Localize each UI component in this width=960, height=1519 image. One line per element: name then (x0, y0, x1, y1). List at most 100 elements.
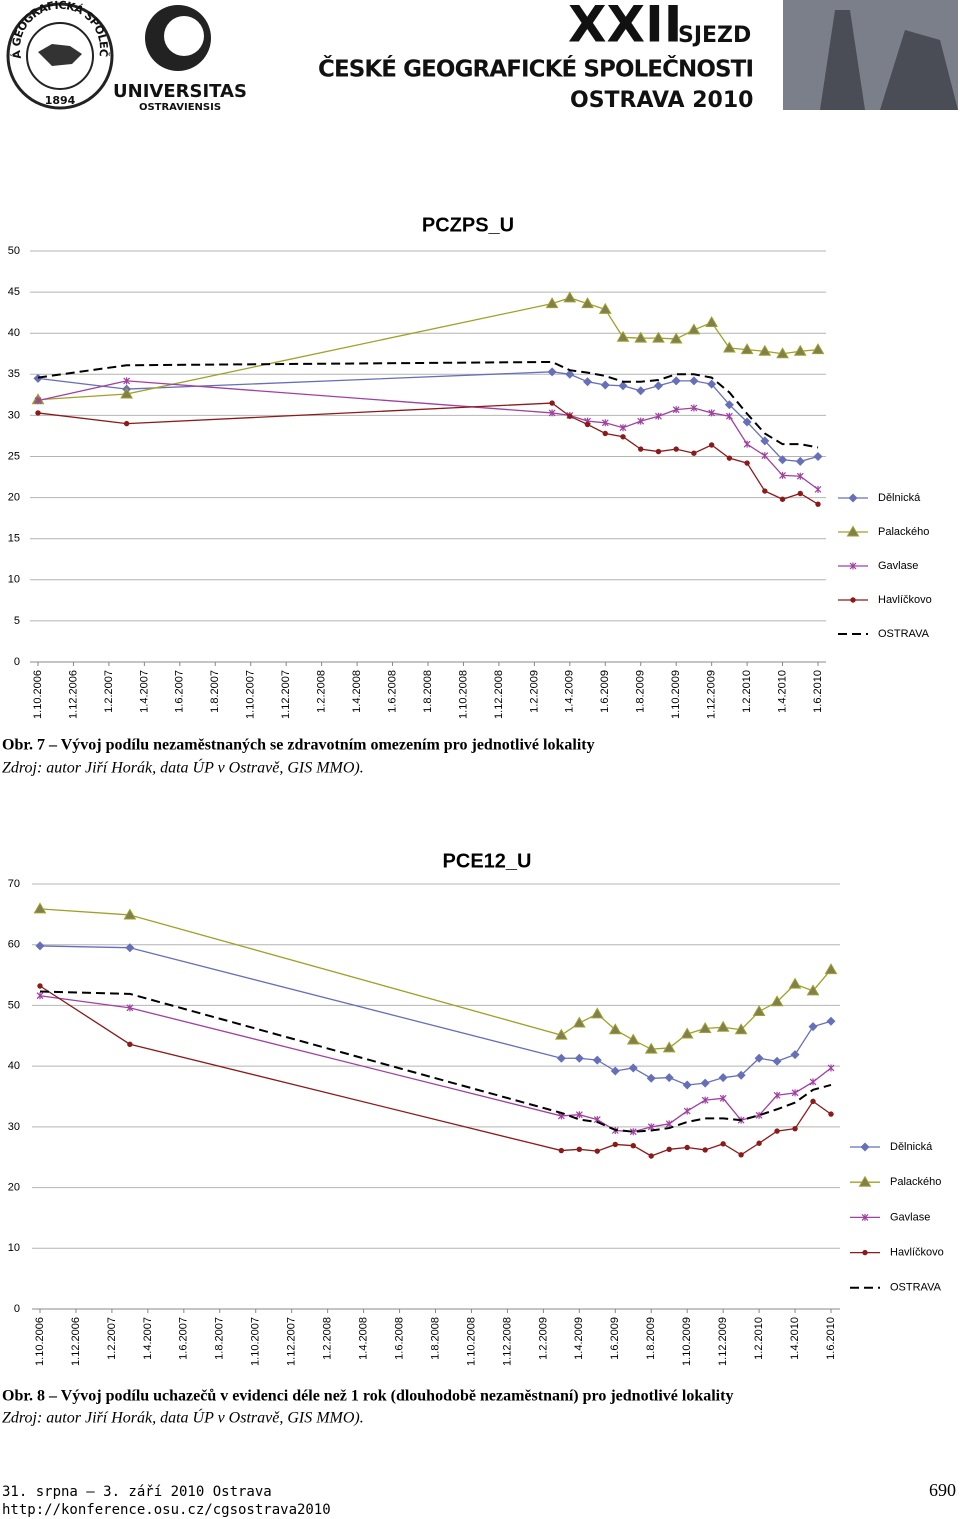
marker (708, 442, 715, 448)
marker (772, 1056, 782, 1066)
y-tick-label: 40 (8, 327, 20, 339)
marker (828, 1111, 834, 1117)
y-tick-label: 5 (14, 615, 20, 627)
marker (754, 1053, 764, 1063)
marker (673, 446, 679, 452)
marker (548, 409, 556, 417)
x-tick-label: 1.10.2006 (32, 670, 44, 719)
marker (824, 963, 838, 975)
marker (810, 1098, 816, 1105)
marker (610, 1066, 620, 1076)
x-tick-label: 1.4.2007 (142, 1317, 154, 1360)
marker (702, 1147, 708, 1153)
university-logo-inner (164, 16, 204, 56)
marker (707, 379, 717, 389)
marker (682, 1080, 692, 1090)
marker (722, 341, 736, 353)
x-tick-label: 1.12.2006 (70, 1317, 82, 1366)
marker (602, 430, 608, 437)
marker (698, 1022, 712, 1033)
marker (773, 1091, 781, 1099)
legend-label: Dělnická (878, 492, 921, 504)
marker (618, 381, 628, 391)
seal-map (38, 44, 82, 66)
legend-label: Havlíčkovo (890, 1247, 944, 1259)
marker (590, 1007, 604, 1019)
y-tick-label: 70 (8, 878, 20, 890)
marker (797, 490, 803, 497)
legend-marker (846, 525, 860, 537)
marker (123, 377, 131, 385)
marker (637, 417, 645, 425)
marker (123, 420, 130, 427)
marker (762, 488, 768, 494)
marker (652, 331, 665, 343)
marker (655, 448, 662, 455)
legend-marker (861, 1213, 869, 1221)
y-tick-label: 25 (8, 450, 20, 462)
series-line (39, 985, 832, 1157)
x-tick-label: 1.4.2009 (564, 670, 576, 713)
x-tick-label: 1.6.2008 (386, 670, 398, 713)
marker (616, 330, 630, 342)
marker (684, 1144, 690, 1151)
marker (705, 316, 719, 328)
footer-url: http://konference.osu.cz/cgsostrava2010 (2, 1502, 331, 1518)
marker (664, 1073, 674, 1083)
y-tick-label: 35 (8, 368, 20, 380)
marker (126, 1004, 134, 1012)
y-tick-label: 20 (8, 1181, 20, 1193)
marker (756, 1140, 762, 1146)
marker (35, 941, 45, 951)
x-tick-label: 1.12.2008 (493, 670, 505, 719)
chart: PCE12_U 0 10 20 30 40 50 60 70 1.10.2006 1.12.2006… (8, 850, 944, 1366)
marker (724, 400, 734, 410)
marker (691, 450, 697, 456)
legend-label: Gavlase (890, 1211, 930, 1223)
marker (793, 344, 807, 356)
y-tick-label: 60 (8, 939, 20, 951)
marker (120, 387, 134, 399)
x-tick-label: 1.8.2009 (645, 1317, 657, 1360)
series-line (37, 380, 819, 490)
legend-label: OSTRAVA (878, 628, 930, 640)
marker (700, 1078, 710, 1088)
legend-marker (860, 1142, 870, 1152)
marker (738, 1152, 744, 1158)
x-tick-label: 1.2.2010 (753, 1317, 765, 1360)
series-line (37, 297, 819, 401)
marker (549, 400, 555, 406)
x-tick-label: 1.6.2009 (599, 670, 611, 713)
marker (790, 1050, 800, 1060)
marker (581, 297, 594, 309)
marker (743, 440, 751, 448)
series-line (39, 908, 832, 1050)
marker (665, 1120, 673, 1128)
marker (37, 983, 43, 989)
marker (620, 434, 626, 440)
y-tick-label: 0 (14, 1303, 20, 1315)
x-tick-label: 1.10.2008 (457, 670, 469, 719)
x-tick-label: 1.12.2007 (280, 670, 292, 719)
marker (792, 1125, 798, 1132)
marker (788, 977, 802, 989)
source-caption: Zdroj: autor Jiří Horák, data ÚP v Ostra… (2, 1408, 364, 1427)
marker (545, 297, 559, 309)
marker (826, 1016, 836, 1026)
x-tick-label: 1.4.2007 (138, 670, 150, 713)
seal-inner (26, 22, 94, 90)
marker (592, 1055, 602, 1065)
marker (576, 1146, 583, 1153)
marker (776, 347, 789, 359)
marker (809, 1078, 817, 1086)
marker (791, 1089, 799, 1097)
marker (547, 367, 557, 377)
university-sub: OSTRAVIENSIS (139, 102, 221, 113)
marker (736, 1070, 746, 1080)
marker (630, 1142, 636, 1149)
marker (806, 984, 820, 996)
source-caption: Zdroj: autor Jiří Horák, data ÚP v Ostra… (2, 758, 364, 777)
marker (669, 332, 683, 344)
page-number: 690 (929, 1480, 956, 1500)
